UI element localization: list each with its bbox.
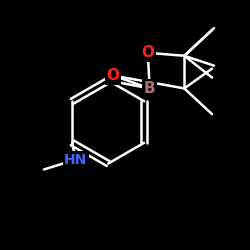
Text: O: O [107, 68, 120, 83]
Text: HN: HN [64, 152, 87, 166]
Text: O: O [141, 45, 154, 60]
Text: B: B [144, 81, 156, 96]
